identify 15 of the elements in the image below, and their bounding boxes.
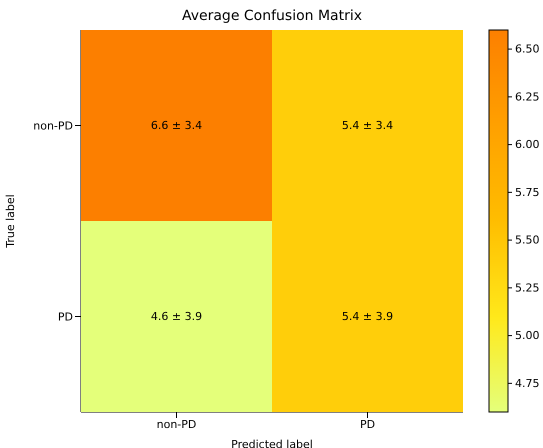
chart-title: Average Confusion Matrix: [180, 8, 364, 24]
color-bar-label: 5.50: [515, 234, 540, 247]
y-axis-title: True label: [4, 194, 17, 249]
color-bar-label: 6.25: [515, 90, 540, 104]
color-bar-label: 5.75: [515, 186, 540, 199]
data-label: 5.4 ± 3.4: [342, 119, 394, 132]
color-bar-label: 4.75: [515, 376, 540, 390]
data-label: 6.6 ± 3.4: [150, 119, 202, 132]
data-label: 5.4 ± 3.9: [342, 310, 394, 323]
x-axis-title: Predicted label: [231, 438, 313, 448]
color-bar-label: 6.50: [515, 42, 540, 56]
color-bar-label: 5.00: [515, 329, 540, 342]
color-bar-label: 5.25: [515, 281, 540, 294]
color-bar-label: 6.00: [515, 138, 540, 152]
data-label: 4.6 ± 3.9: [150, 310, 202, 323]
